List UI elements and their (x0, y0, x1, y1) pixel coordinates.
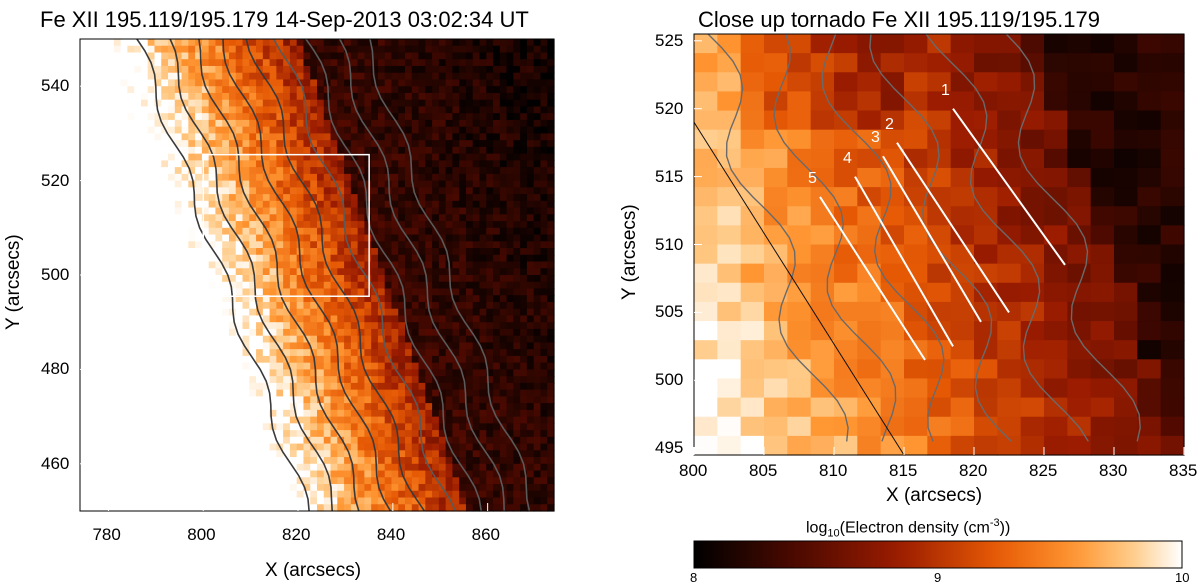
heatmap-right (694, 34, 1185, 456)
colorbar (694, 541, 1182, 568)
x-tick-label: 830 (1099, 462, 1127, 479)
x-tick-label: 810 (819, 462, 847, 479)
colorbar-tick-label: 9 (934, 571, 941, 584)
y-tick-label: 480 (41, 360, 69, 377)
heatmap-left (80, 39, 555, 512)
chart-left-plot (0, 0, 600, 583)
y-tick-label: 515 (655, 168, 683, 185)
x-axis-label: X (arcsecs) (886, 486, 982, 505)
x-tick-label: 800 (187, 526, 215, 543)
y-tick-label: 495 (655, 439, 683, 456)
y-axis-label: Y (arcsecs) (620, 204, 639, 300)
y-tick-label: 460 (41, 455, 69, 472)
x-tick-label: 780 (92, 526, 120, 543)
slit-label: 2 (885, 117, 894, 133)
x-tick-label: 815 (889, 462, 917, 479)
y-tick-label: 525 (655, 32, 683, 49)
x-tick-label: 835 (1169, 462, 1197, 479)
y-tick-label: 510 (655, 236, 683, 253)
x-tick-label: 860 (472, 526, 500, 543)
colorbar-tick-label: 10 (1175, 571, 1189, 584)
x-tick-label: 840 (377, 526, 405, 543)
slit-label: 4 (843, 151, 852, 167)
slit-label: 3 (871, 130, 880, 146)
x-tick-label: 800 (679, 462, 707, 479)
colorbar-label: log10(Electron density (cm-3)) (806, 518, 1010, 540)
x-axis-label: X (arcsecs) (265, 561, 361, 580)
colorbar-tick-label: 8 (690, 571, 697, 584)
x-tick-label: 820 (282, 526, 310, 543)
chart-right: Close up tornado Fe XII 195.119/195.179 … (600, 0, 1200, 583)
y-tick-label: 520 (41, 172, 69, 189)
slit-label: 5 (808, 171, 817, 187)
y-axis-label: Y (arcsecs) (4, 234, 23, 330)
y-tick-label: 500 (655, 371, 683, 388)
chart-left: Fe XII 195.119/195.179 14-Sep-2013 03:02… (0, 0, 600, 583)
x-tick-label: 805 (749, 462, 777, 479)
x-tick-label: 825 (1029, 462, 1057, 479)
x-tick-label: 820 (959, 462, 987, 479)
y-tick-label: 520 (655, 100, 683, 117)
slit-label: 1 (941, 83, 950, 99)
y-tick-label: 540 (41, 77, 69, 94)
y-tick-label: 505 (655, 303, 683, 320)
y-tick-label: 500 (41, 266, 69, 283)
